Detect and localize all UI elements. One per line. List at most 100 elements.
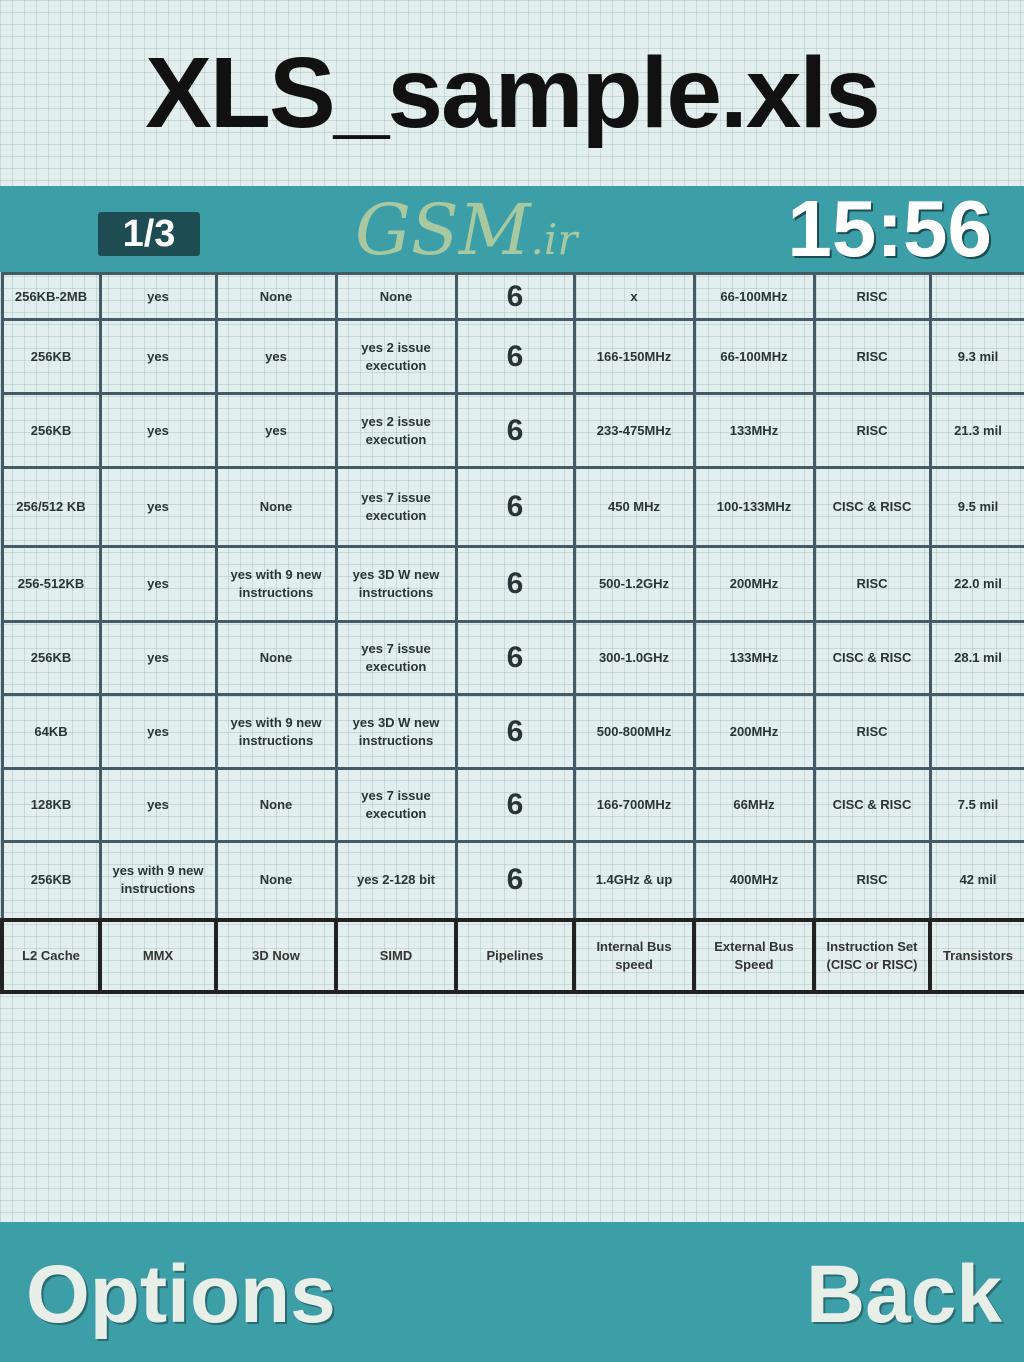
table-cell[interactable]: 256KB: [0, 318, 102, 395]
table-cell[interactable]: 1.4GHz & up: [572, 840, 696, 921]
table-cell[interactable]: 300-1.0GHz: [572, 620, 696, 696]
column-header[interactable]: Transistors: [928, 917, 1024, 994]
table-cell[interactable]: yes: [214, 392, 338, 469]
table-row: 256KB-2MB yes None None 6 x 66-100MHz RISC: [0, 272, 1024, 321]
column-header[interactable]: Instruction Set (CISC or RISC): [812, 917, 932, 994]
table-cell[interactable]: 6: [454, 272, 576, 321]
table-cell[interactable]: 256KB: [0, 840, 102, 921]
table-cell[interactable]: yes 3D W new instructions: [334, 545, 458, 623]
table-cell[interactable]: x: [572, 272, 696, 321]
table-cell[interactable]: 66MHz: [692, 767, 816, 843]
table-cell[interactable]: CISC & RISC: [812, 466, 932, 548]
table-cell[interactable]: 9.3 mil: [928, 318, 1024, 395]
table-cell[interactable]: 6: [454, 620, 576, 696]
column-header[interactable]: External Bus Speed: [692, 917, 816, 994]
table-cell[interactable]: 28.1 mil: [928, 620, 1024, 696]
table-cell[interactable]: 66-100MHz: [692, 272, 816, 321]
table-cell[interactable]: RISC: [812, 545, 932, 623]
table-cell[interactable]: 256-512KB: [0, 545, 102, 623]
table-cell[interactable]: 128KB: [0, 767, 102, 843]
table-cell[interactable]: 6: [454, 840, 576, 921]
table-cell[interactable]: yes: [98, 318, 218, 395]
table-cell[interactable]: yes: [98, 392, 218, 469]
table-cell[interactable]: None: [214, 272, 338, 321]
table-cell[interactable]: yes: [98, 620, 218, 696]
table-cell[interactable]: 200MHz: [692, 545, 816, 623]
table-cell[interactable]: yes 7 issue execution: [334, 620, 458, 696]
column-header[interactable]: L2 Cache: [0, 917, 102, 994]
table-cell[interactable]: 6: [454, 318, 576, 395]
options-softkey[interactable]: Options: [26, 1249, 336, 1340]
table-cell[interactable]: 6: [454, 545, 576, 623]
table-cell[interactable]: None: [214, 767, 338, 843]
table-cell[interactable]: None: [214, 840, 338, 921]
table-cell[interactable]: RISC: [812, 272, 932, 321]
table-cell[interactable]: yes: [98, 693, 218, 770]
table-cell[interactable]: 256/512 KB: [0, 466, 102, 548]
table-cell[interactable]: [928, 693, 1024, 770]
table-cell[interactable]: yes: [98, 466, 218, 548]
table-cell[interactable]: None: [334, 272, 458, 321]
table-cell[interactable]: 6: [454, 693, 576, 770]
table-cell[interactable]: yes 7 issue execution: [334, 466, 458, 548]
table-cell[interactable]: 100-133MHz: [692, 466, 816, 548]
table-cell[interactable]: yes: [214, 318, 338, 395]
table-row: 256KB yes yes yes 2 issue execution 6 233-475…: [0, 392, 1024, 469]
table-cell[interactable]: yes: [98, 545, 218, 623]
table-cell[interactable]: 6: [454, 392, 576, 469]
table-cell[interactable]: 500-800MHz: [572, 693, 696, 770]
table-cell[interactable]: 66-100MHz: [692, 318, 816, 395]
softkey-bar: [0, 1222, 1024, 1362]
table-cell[interactable]: 400MHz: [692, 840, 816, 921]
table-cell[interactable]: 500-1.2GHz: [572, 545, 696, 623]
file-title: XLS_sample.xls: [145, 37, 881, 149]
table-cell[interactable]: 64KB: [0, 693, 102, 770]
table-cell[interactable]: 9.5 mil: [928, 466, 1024, 548]
table-cell[interactable]: yes 2 issue execution: [334, 392, 458, 469]
table-cell[interactable]: 133MHz: [692, 392, 816, 469]
table-cell[interactable]: yes with 9 new instructions: [214, 545, 338, 623]
table-cell[interactable]: 133MHz: [692, 620, 816, 696]
column-header[interactable]: Pipelines: [454, 917, 576, 994]
table-cell[interactable]: RISC: [812, 693, 932, 770]
table-cell[interactable]: yes: [98, 272, 218, 321]
table-cell[interactable]: None: [214, 620, 338, 696]
table-cell[interactable]: CISC & RISC: [812, 767, 932, 843]
table-cell[interactable]: 7.5 mil: [928, 767, 1024, 843]
column-header[interactable]: 3D Now: [214, 917, 338, 994]
table-cell[interactable]: 450 MHz: [572, 466, 696, 548]
back-softkey[interactable]: Back: [805, 1249, 1002, 1340]
clock: 15:56: [787, 186, 992, 272]
table-cell[interactable]: 42 mil: [928, 840, 1024, 921]
table-cell[interactable]: yes 3D W new instructions: [334, 693, 458, 770]
spreadsheet-grid[interactable]: 256KB-2MB yes None None 6 x 66-100MHz RISC 256KB…: [0, 272, 1024, 994]
column-header[interactable]: MMX: [98, 917, 218, 994]
table-cell[interactable]: None: [214, 466, 338, 548]
table-cell[interactable]: 256KB: [0, 392, 102, 469]
table-cell[interactable]: 233-475MHz: [572, 392, 696, 469]
table-cell[interactable]: 200MHz: [692, 693, 816, 770]
table-cell[interactable]: 256KB-2MB: [0, 272, 102, 321]
table-row: 64KB yes yes with 9 new instructions yes 3D…: [0, 693, 1024, 770]
table-cell[interactable]: 6: [454, 466, 576, 548]
table-cell[interactable]: 166-700MHz: [572, 767, 696, 843]
table-cell[interactable]: yes with 9 new instructions: [214, 693, 338, 770]
table-cell[interactable]: yes 7 issue execution: [334, 767, 458, 843]
table-cell[interactable]: 21.3 mil: [928, 392, 1024, 469]
table-row: 256KB yes None yes 7 issue execution 6 300-1.…: [0, 620, 1024, 696]
table-cell[interactable]: 166-150MHz: [572, 318, 696, 395]
table-cell[interactable]: yes 2 issue execution: [334, 318, 458, 395]
table-cell[interactable]: yes: [98, 767, 218, 843]
column-header[interactable]: Internal Bus speed: [572, 917, 696, 994]
table-cell[interactable]: 256KB: [0, 620, 102, 696]
table-cell[interactable]: CISC & RISC: [812, 620, 932, 696]
table-cell[interactable]: [928, 272, 1024, 321]
table-cell[interactable]: 6: [454, 767, 576, 843]
table-cell[interactable]: yes 2-128 bit: [334, 840, 458, 921]
table-cell[interactable]: RISC: [812, 392, 932, 469]
column-header[interactable]: SIMD: [334, 917, 458, 994]
table-cell[interactable]: yes with 9 new instructions: [98, 840, 218, 921]
table-cell[interactable]: RISC: [812, 840, 932, 921]
table-cell[interactable]: 22.0 mil: [928, 545, 1024, 623]
table-cell[interactable]: RISC: [812, 318, 932, 395]
